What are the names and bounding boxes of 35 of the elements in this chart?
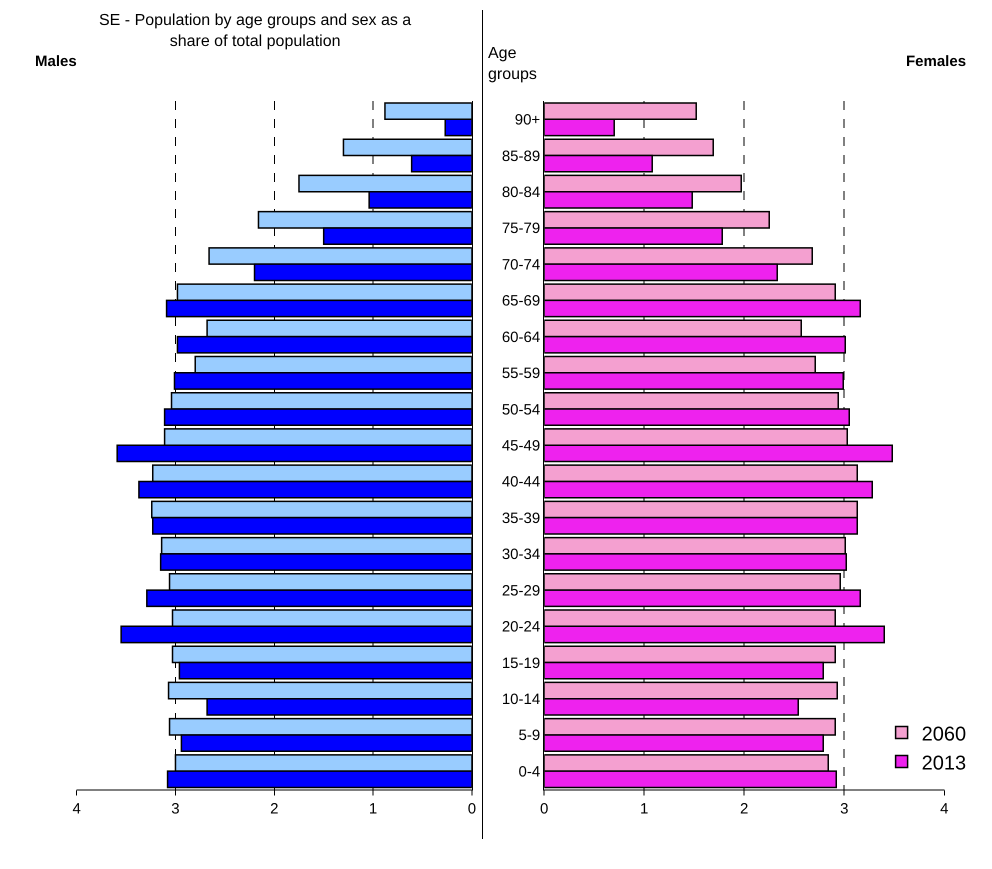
x-tick-label: 0: [468, 800, 476, 818]
legend-label: 2060: [922, 723, 966, 746]
y-axis-title: Age groups: [488, 45, 537, 83]
legend-label: 2013: [922, 752, 966, 774]
y-tick-label: 25-29: [502, 582, 540, 600]
y-tick-label: 35-39: [502, 510, 540, 527]
x-tick-label: 2: [740, 800, 748, 818]
y-tick-label: 20-24: [502, 618, 540, 636]
chart-subtitle: Males: [35, 53, 77, 70]
y-tick-label: 50-54: [502, 401, 540, 418]
x-tick-label: 2: [270, 800, 278, 818]
y-tick-label: 15-19: [502, 654, 540, 672]
y-tick-label: 5-9: [518, 727, 540, 744]
x-tick-label: 3: [171, 800, 180, 818]
y-tick-label: 80-84: [502, 184, 540, 201]
x-tick-label: 1: [640, 800, 648, 818]
y-tick-label: 40-44: [502, 474, 540, 491]
chart-title: SE - Population by age groups and sex as a share of total population: [99, 12, 412, 50]
y-tick-label: 0-4: [518, 763, 540, 780]
x-tick-label: 0: [540, 800, 548, 818]
y-tick-label: 10-14: [502, 690, 540, 708]
y-tick-label: 85-89: [502, 148, 540, 165]
y-tick-label: 30-34: [502, 546, 540, 564]
x-tick-label: 3: [840, 800, 848, 818]
y-tick-label: 90+: [514, 112, 540, 129]
x-tick-label: 4: [72, 800, 81, 818]
y-tick-label: 75-79: [502, 220, 540, 238]
y-tick-label: 70-74: [502, 256, 540, 274]
x-tick-label: 4: [940, 800, 948, 818]
y-tick-label: 65-69: [502, 292, 540, 310]
chart-subtitle: Females: [906, 53, 966, 70]
y-tick-label: 55-59: [502, 365, 540, 382]
x-tick-label: 1: [368, 800, 378, 818]
y-tick-label: 60-64: [502, 328, 540, 346]
y-tick-label: 45-49: [502, 437, 540, 454]
